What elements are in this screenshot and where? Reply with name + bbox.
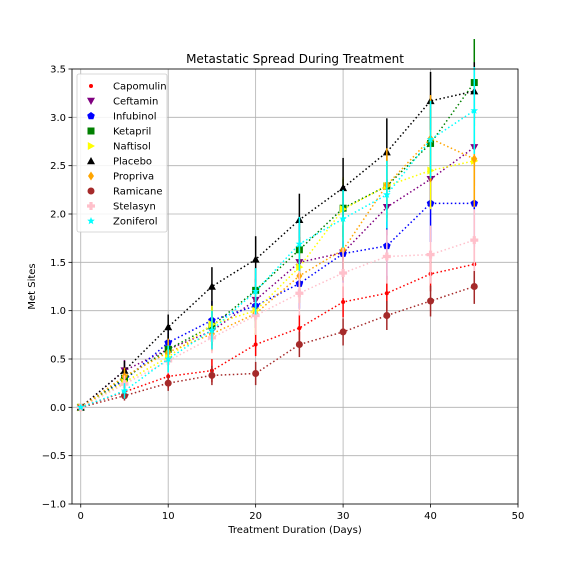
- legend-label-naftisol: Naftisol: [113, 142, 151, 153]
- data-point-zoniferol: [339, 214, 347, 223]
- legend-entry-placebo: Placebo: [87, 157, 152, 168]
- x-tick-label: 10: [162, 511, 175, 522]
- x-tick-label: 20: [249, 511, 262, 522]
- legend-entry-capomulin: Capomulin: [89, 82, 167, 93]
- data-point-zoniferol: [426, 135, 435, 143]
- legend-marker-naftisol: [87, 142, 95, 150]
- x-tick-label: 30: [337, 511, 350, 522]
- plot-area-frame: [71, 68, 519, 505]
- legend-entry-propriva: Propriva: [88, 171, 154, 183]
- y-tick-label: 1.0: [50, 306, 66, 317]
- grid-lines: [72, 68, 519, 505]
- legend-marker-placebo: [87, 157, 95, 165]
- series-line-ramicane: [80, 285, 475, 409]
- legend-entry-ketapril: Ketapril: [87, 127, 151, 138]
- legend-marker-propriva: [88, 171, 94, 181]
- series-line-naftisol: [80, 160, 475, 408]
- y-tick-label: 3.5: [50, 65, 66, 76]
- legend-marker-stelasyn: [87, 202, 95, 210]
- data-point-placebo: [339, 183, 348, 192]
- legend-label-ramicane: Ramicane: [113, 187, 163, 198]
- series-layer: [76, 39, 479, 412]
- legend-box: [76, 73, 168, 233]
- data-point-stelasyn: [339, 268, 348, 277]
- series-zoniferol: [76, 67, 479, 411]
- y-tick-label: −1.0: [42, 500, 66, 511]
- legend-entry-infubinol: Infubinol: [87, 112, 157, 123]
- legend-marker-ketapril: [87, 127, 95, 135]
- data-point-zoniferol: [295, 239, 304, 248]
- legend-marker-capomulin: [89, 84, 93, 88]
- data-point-ramicane: [383, 312, 391, 319]
- legend: Capomulin Ceftamin Infubinol Ketapril Naftis…: [76, 73, 168, 233]
- series-line-ceftamin: [80, 146, 475, 408]
- series-line-placebo: [80, 90, 475, 408]
- y-tick-label: 0.5: [50, 355, 66, 366]
- series-line-ketapril: [80, 82, 475, 408]
- data-point-ramicane: [164, 379, 172, 387]
- legend-marker-ceftamin: [87, 97, 95, 105]
- legend-marker-ramicane: [87, 187, 95, 195]
- x-tick-label: 0: [78, 511, 84, 522]
- data-point-placebo: [207, 282, 216, 290]
- legend-label-infubinol: Infubinol: [113, 112, 157, 123]
- legend-label-zoniferol: Zoniferol: [113, 217, 158, 228]
- data-point-propriva: [471, 154, 478, 164]
- legend-label-capomulin: Capomulin: [113, 82, 167, 93]
- data-point-ramicane: [295, 341, 303, 348]
- data-point-ramicane: [470, 283, 478, 290]
- legend-marker-zoniferol: [87, 217, 95, 225]
- x-axis-title: Treatment Duration (Days): [227, 525, 362, 536]
- data-point-stelasyn: [295, 289, 304, 298]
- y-tick-label: 2.0: [50, 210, 66, 221]
- data-point-capomulin: [253, 342, 258, 347]
- y-axis-title: Met Sites: [27, 263, 38, 309]
- legend-entry-stelasyn: Stelasyn: [87, 202, 156, 213]
- y-tick-label: 1.5: [50, 258, 66, 269]
- data-point-zoniferol: [470, 106, 479, 114]
- legend-label-ketapril: Ketapril: [113, 127, 151, 138]
- x-tick-label: 50: [512, 511, 525, 522]
- data-point-placebo: [164, 323, 173, 331]
- data-point-stelasyn: [470, 236, 479, 245]
- legend-entry-ceftamin: Ceftamin: [87, 97, 158, 108]
- y-tick-label: −0.5: [42, 451, 66, 462]
- axis-ticks: 0 10 20 30 40 50 −1.0 −0.5 0.0 0.5 1.0 1.5 2.0 2.5 3.0…: [42, 65, 525, 523]
- legend-label-propriva: Propriva: [113, 172, 154, 183]
- data-point-zoniferol: [208, 326, 216, 334]
- series-line-propriva: [80, 137, 475, 408]
- data-point-zoniferol: [120, 386, 129, 395]
- chart-title: Metastatic Spread During Treatment: [186, 52, 404, 66]
- legend-entry-naftisol: Naftisol: [87, 142, 151, 153]
- legend-label-stelasyn: Stelasyn: [113, 202, 156, 213]
- data-point-capomulin: [341, 299, 346, 304]
- data-point-ramicane: [208, 371, 216, 379]
- legend-entry-zoniferol: Zoniferol: [87, 217, 158, 228]
- legend-marker-infubinol: [87, 112, 95, 120]
- legend-label-ceftamin: Ceftamin: [113, 97, 158, 108]
- legend-label-placebo: Placebo: [113, 157, 152, 168]
- data-point-stelasyn: [382, 252, 391, 261]
- x-tick-label: 40: [424, 511, 437, 522]
- data-point-stelasyn: [426, 250, 435, 259]
- y-tick-label: 2.5: [50, 161, 66, 172]
- data-point-ramicane: [252, 370, 260, 377]
- data-point-ramicane: [427, 297, 435, 305]
- data-point-ramicane: [339, 328, 347, 336]
- data-point-stelasyn: [251, 311, 260, 320]
- data-point-placebo: [251, 255, 260, 263]
- data-point-zoniferol: [164, 355, 172, 363]
- data-point-zoniferol: [383, 190, 391, 198]
- y-tick-label: 0.0: [50, 403, 66, 414]
- y-tick-label: 3.0: [50, 113, 66, 124]
- data-point-zoniferol: [251, 287, 260, 295]
- data-point-capomulin: [297, 326, 302, 331]
- data-point-zoniferol: [76, 403, 85, 411]
- legend-entry-ramicane: Ramicane: [87, 187, 163, 198]
- data-point-capomulin: [384, 291, 389, 296]
